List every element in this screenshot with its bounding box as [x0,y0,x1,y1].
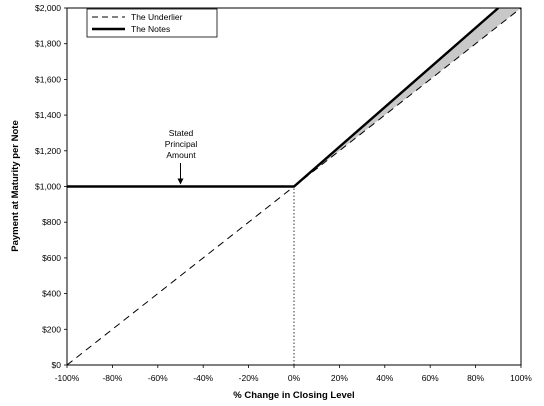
y-axis-title: Payment at Maturity per Note [10,120,21,251]
x-tick-label: -40% [193,373,213,383]
x-tick-label: 100% [510,373,532,383]
x-tick-label: 40% [376,373,393,383]
x-tick-label: 60% [422,373,439,383]
y-tick-label: $200 [42,324,61,334]
legend-notes-label: The Notes [131,24,170,34]
x-tick-label: -20% [239,373,259,383]
x-tick-label: -80% [102,373,122,383]
y-tick-label: $400 [42,289,61,299]
y-tick-label: $600 [42,253,61,263]
y-tick-label: $1,800 [35,39,61,49]
notes-series-line [67,8,500,188]
y-axis-ticks: $0 $200 $400 $600 $800 $1,000 $1,200 $1,400 $1,6… [35,3,67,370]
y-tick-label: $0 [52,360,62,370]
y-tick-label: $1,000 [35,182,61,192]
x-tick-label: 0% [288,373,301,383]
y-tick-label: $1,600 [35,74,61,84]
x-axis-ticks: -100% -80% -60% -40% -20% 0% 20% 40% 60% 80% 100% [55,365,532,383]
x-tick-label: 20% [331,373,348,383]
y-tick-label: $2,000 [35,3,61,13]
y-tick-label: $800 [42,217,61,227]
x-axis-title: % Change in Closing Level [233,390,354,401]
annotation-line-1: Stated [169,128,194,138]
legend-box [86,8,218,38]
annotation-arrow-head-icon [177,178,184,185]
x-tick-label: 80% [467,373,484,383]
x-tick-label: -60% [148,373,168,383]
annotation-line-3: Amount [166,150,196,160]
legend: The Underlier The Notes [86,8,218,38]
stated-principal-annotation: Stated Principal Amount [165,128,198,185]
y-tick-label: $1,400 [35,110,61,120]
legend-underlier-label: The Underlier [131,12,183,22]
y-tick-label: $1,200 [35,146,61,156]
x-tick-label: -100% [55,373,80,383]
annotation-line-2: Principal [165,139,198,149]
